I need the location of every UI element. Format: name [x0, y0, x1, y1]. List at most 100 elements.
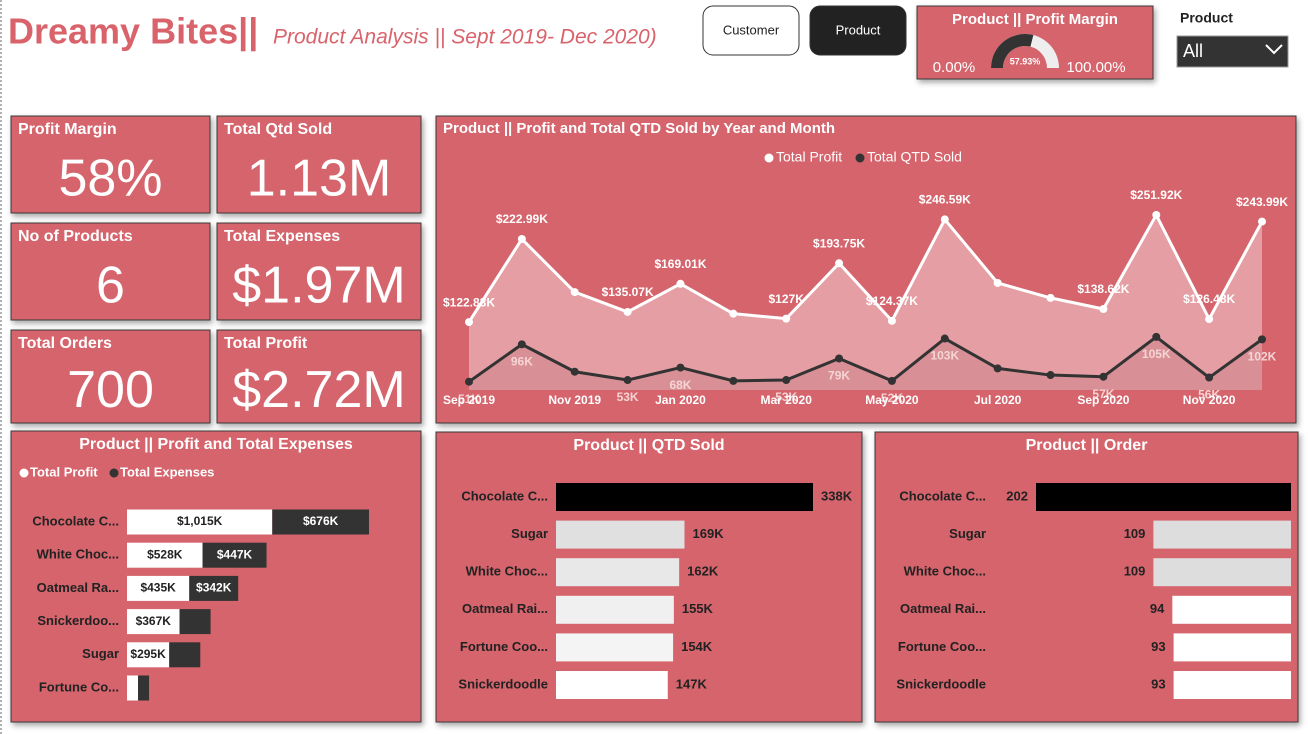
legend-label: Total Profit — [30, 464, 98, 479]
point — [782, 314, 791, 323]
legend-label: Total QTD Sold — [867, 149, 962, 165]
chart-title: Product || Order — [1026, 437, 1148, 454]
legend-marker — [19, 468, 29, 478]
data-label: $193.75K — [813, 236, 865, 250]
legend-marker — [764, 153, 774, 163]
point — [729, 376, 738, 385]
point — [782, 376, 791, 385]
y-tick-label: White Choc... — [37, 547, 119, 562]
bar — [1173, 633, 1291, 662]
point — [1099, 304, 1108, 313]
data-label: $124.37K — [866, 294, 918, 308]
data-label: 155K — [682, 601, 714, 616]
data-label: 162K — [687, 564, 719, 579]
kpi-card — [10, 329, 211, 424]
data-label: 105K — [1142, 347, 1171, 361]
data-label: $676K — [303, 514, 339, 528]
nav-button-label: Product — [836, 22, 881, 37]
point — [887, 316, 896, 325]
point — [1205, 315, 1214, 324]
bar — [1173, 671, 1291, 699]
data-label: 53K — [617, 390, 639, 404]
point — [1099, 372, 1108, 381]
slicer-dropdown[interactable] — [1176, 35, 1289, 68]
data-label: 79K — [828, 369, 850, 383]
bar-segment — [169, 642, 201, 668]
data-label: 94 — [1150, 601, 1165, 616]
x-tick-label: Sep 2020 — [1077, 393, 1129, 407]
point — [465, 318, 473, 327]
slicer-label: Product — [1180, 10, 1233, 26]
y-tick-label: Fortune Coo... — [460, 639, 548, 654]
bar — [556, 671, 668, 699]
point — [835, 259, 844, 268]
kpi-card — [10, 222, 211, 321]
legend-marker — [855, 153, 865, 163]
data-label: $135.07K — [602, 285, 654, 299]
bar-segment — [202, 542, 267, 568]
bar-segment — [138, 675, 150, 701]
kpi-title: Total Qtd Sold — [224, 121, 332, 138]
x-tick-label: Mar 2020 — [761, 393, 813, 407]
data-label: 102K — [1248, 350, 1277, 364]
kpi-value: $1.97M — [232, 257, 405, 315]
point — [517, 235, 526, 244]
data-label: 56K — [1198, 388, 1220, 402]
gauge-value — [991, 33, 1034, 68]
page-subtitle: Product Analysis || Sept 2019- Dec 2020) — [273, 26, 657, 49]
point — [623, 376, 632, 385]
bar — [1172, 595, 1291, 624]
chart-title: Product || Profit and Total Expenses — [79, 436, 353, 453]
kpi-title: Profit Margin — [18, 121, 117, 138]
data-label: $295K — [130, 647, 166, 661]
data-label: $138.62K — [1077, 282, 1129, 296]
y-tick-label: Chocolate C... — [32, 513, 119, 528]
bar-segment — [127, 542, 203, 568]
data-label: $1,015K — [177, 514, 223, 528]
x-tick-label: Jul 2020 — [974, 393, 1022, 407]
point — [835, 354, 844, 363]
legend-label: Total Expenses — [120, 464, 214, 479]
kpi-value: $2.72M — [232, 361, 405, 419]
line — [468, 335, 1263, 383]
point — [940, 334, 949, 343]
point — [1258, 217, 1266, 226]
data-label: 93 — [1151, 639, 1165, 654]
y-tick-label: Sugar — [511, 526, 548, 541]
y-tick-label: Chocolate C... — [461, 488, 548, 503]
point — [940, 215, 949, 224]
y-tick-label: Oatmeal Rai... — [900, 601, 986, 616]
gauge-tick-label: 100.00% — [1066, 59, 1125, 76]
data-label: 57K — [1092, 387, 1114, 401]
data-label: 109 — [1124, 564, 1146, 579]
data-label: 51K — [458, 392, 480, 406]
chart-title: Product || QTD Sold — [573, 437, 724, 454]
x-tick-label: Sep 2019 — [443, 393, 495, 407]
data-label: $435K — [140, 581, 176, 595]
data-label: 68K — [669, 378, 691, 392]
point — [993, 278, 1002, 287]
bar-segment — [127, 642, 170, 668]
bar-segment — [179, 609, 211, 635]
nav-button[interactable] — [702, 5, 800, 56]
point — [1152, 332, 1161, 341]
bar — [1153, 558, 1291, 587]
kpi-card — [216, 329, 422, 424]
y-tick-label: Chocolate C... — [899, 488, 986, 503]
chart-title: Product || Profit Margin — [952, 11, 1118, 28]
bar-segment — [127, 575, 190, 601]
data-label: 147K — [676, 676, 708, 691]
nav-button[interactable] — [809, 5, 907, 56]
point — [570, 367, 579, 376]
kpi-card — [10, 115, 211, 214]
y-tick-label: Snickerdoo... — [37, 613, 119, 628]
legend-marker — [109, 468, 119, 478]
data-label: 109 — [1124, 526, 1146, 541]
data-label: 96K — [511, 355, 533, 369]
nav-button-label: Customer — [723, 22, 780, 37]
y-tick-label: Fortune Co... — [39, 679, 119, 694]
x-tick-label: Nov 2019 — [548, 393, 601, 407]
point — [1205, 373, 1214, 382]
bar — [1153, 520, 1291, 549]
bar — [556, 483, 813, 511]
